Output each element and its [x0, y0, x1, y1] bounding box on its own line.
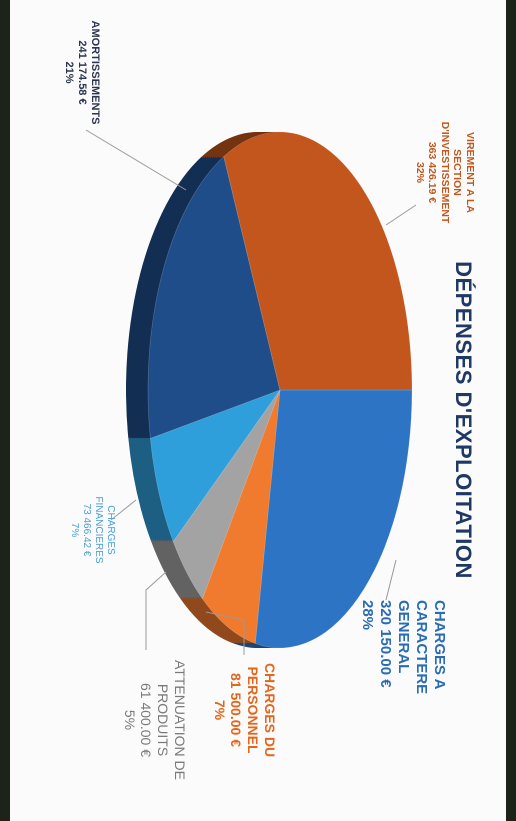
- label-category: ATTENUATION DE PRODUITS: [155, 659, 188, 781]
- leader-line: [385, 204, 417, 226]
- label-amount: 73 466.42 €: [81, 503, 92, 557]
- leader-line: [110, 499, 137, 521]
- pie-slice: [147, 155, 281, 439]
- pie-slice: [223, 131, 413, 391]
- label-category: AMORTISSEMENTS: [89, 20, 101, 125]
- data-label: AMORTISSEMENTS 241 174.58 €21%: [61, 10, 101, 135]
- data-label: CHARGES FINANCIERES 73 466.42 €7%: [68, 480, 116, 580]
- label-percent: 28%: [359, 600, 376, 631]
- leader-line: [385, 559, 397, 601]
- pie-slice: [150, 389, 281, 543]
- data-label: ATTENUATION DE PRODUITS 61 400.00 €5%: [121, 650, 188, 790]
- label-percent: 7%: [69, 522, 80, 538]
- data-label: CHARGES A CARACTERE GENERAL 320 150.00 €2…: [358, 600, 448, 720]
- pie-slice: [254, 389, 413, 649]
- label-category: CHARGES A CARACTERE GENERAL: [395, 600, 448, 695]
- data-label: VIREMENT A LA SECTION D'INVESTISSEMENT 36…: [413, 110, 476, 235]
- label-category: VIREMENT A LA SECTION D'INVESTISSEMENT: [438, 121, 476, 224]
- label-category: CHARGES DU PERSONNEL: [245, 662, 278, 758]
- pie-slice: [172, 389, 281, 600]
- data-label: CHARGES DU PERSONNEL 81 500.00 €7%: [211, 655, 278, 765]
- label-percent: 5%: [121, 709, 138, 731]
- leader-lines: [85, 129, 417, 655]
- label-percent: 32%: [413, 161, 426, 183]
- label-percent: 7%: [211, 699, 228, 721]
- pie: [126, 131, 413, 649]
- chart-title: DÉPENSES D'EXPLOITATION: [451, 261, 476, 579]
- document: DÉPENSES D'EXPLOITATION CHARGES A CARACT…: [10, 0, 506, 821]
- label-amount: 81 500.00 €: [228, 673, 245, 747]
- label-amount: 61 400.00 €: [138, 683, 155, 757]
- label-amount: 363 426.19 €: [426, 141, 439, 204]
- label-amount: 320 150.00 €: [377, 600, 394, 688]
- leader-line: [85, 129, 187, 191]
- leader-line: [145, 571, 167, 650]
- label-percent: 21%: [62, 61, 75, 84]
- label-amount: 241 174.58 €: [75, 40, 88, 105]
- leader-line: [205, 611, 245, 655]
- chart: [85, 129, 417, 655]
- label-category: CHARGES FINANCIERES: [93, 496, 116, 564]
- pie-slice: [202, 389, 281, 644]
